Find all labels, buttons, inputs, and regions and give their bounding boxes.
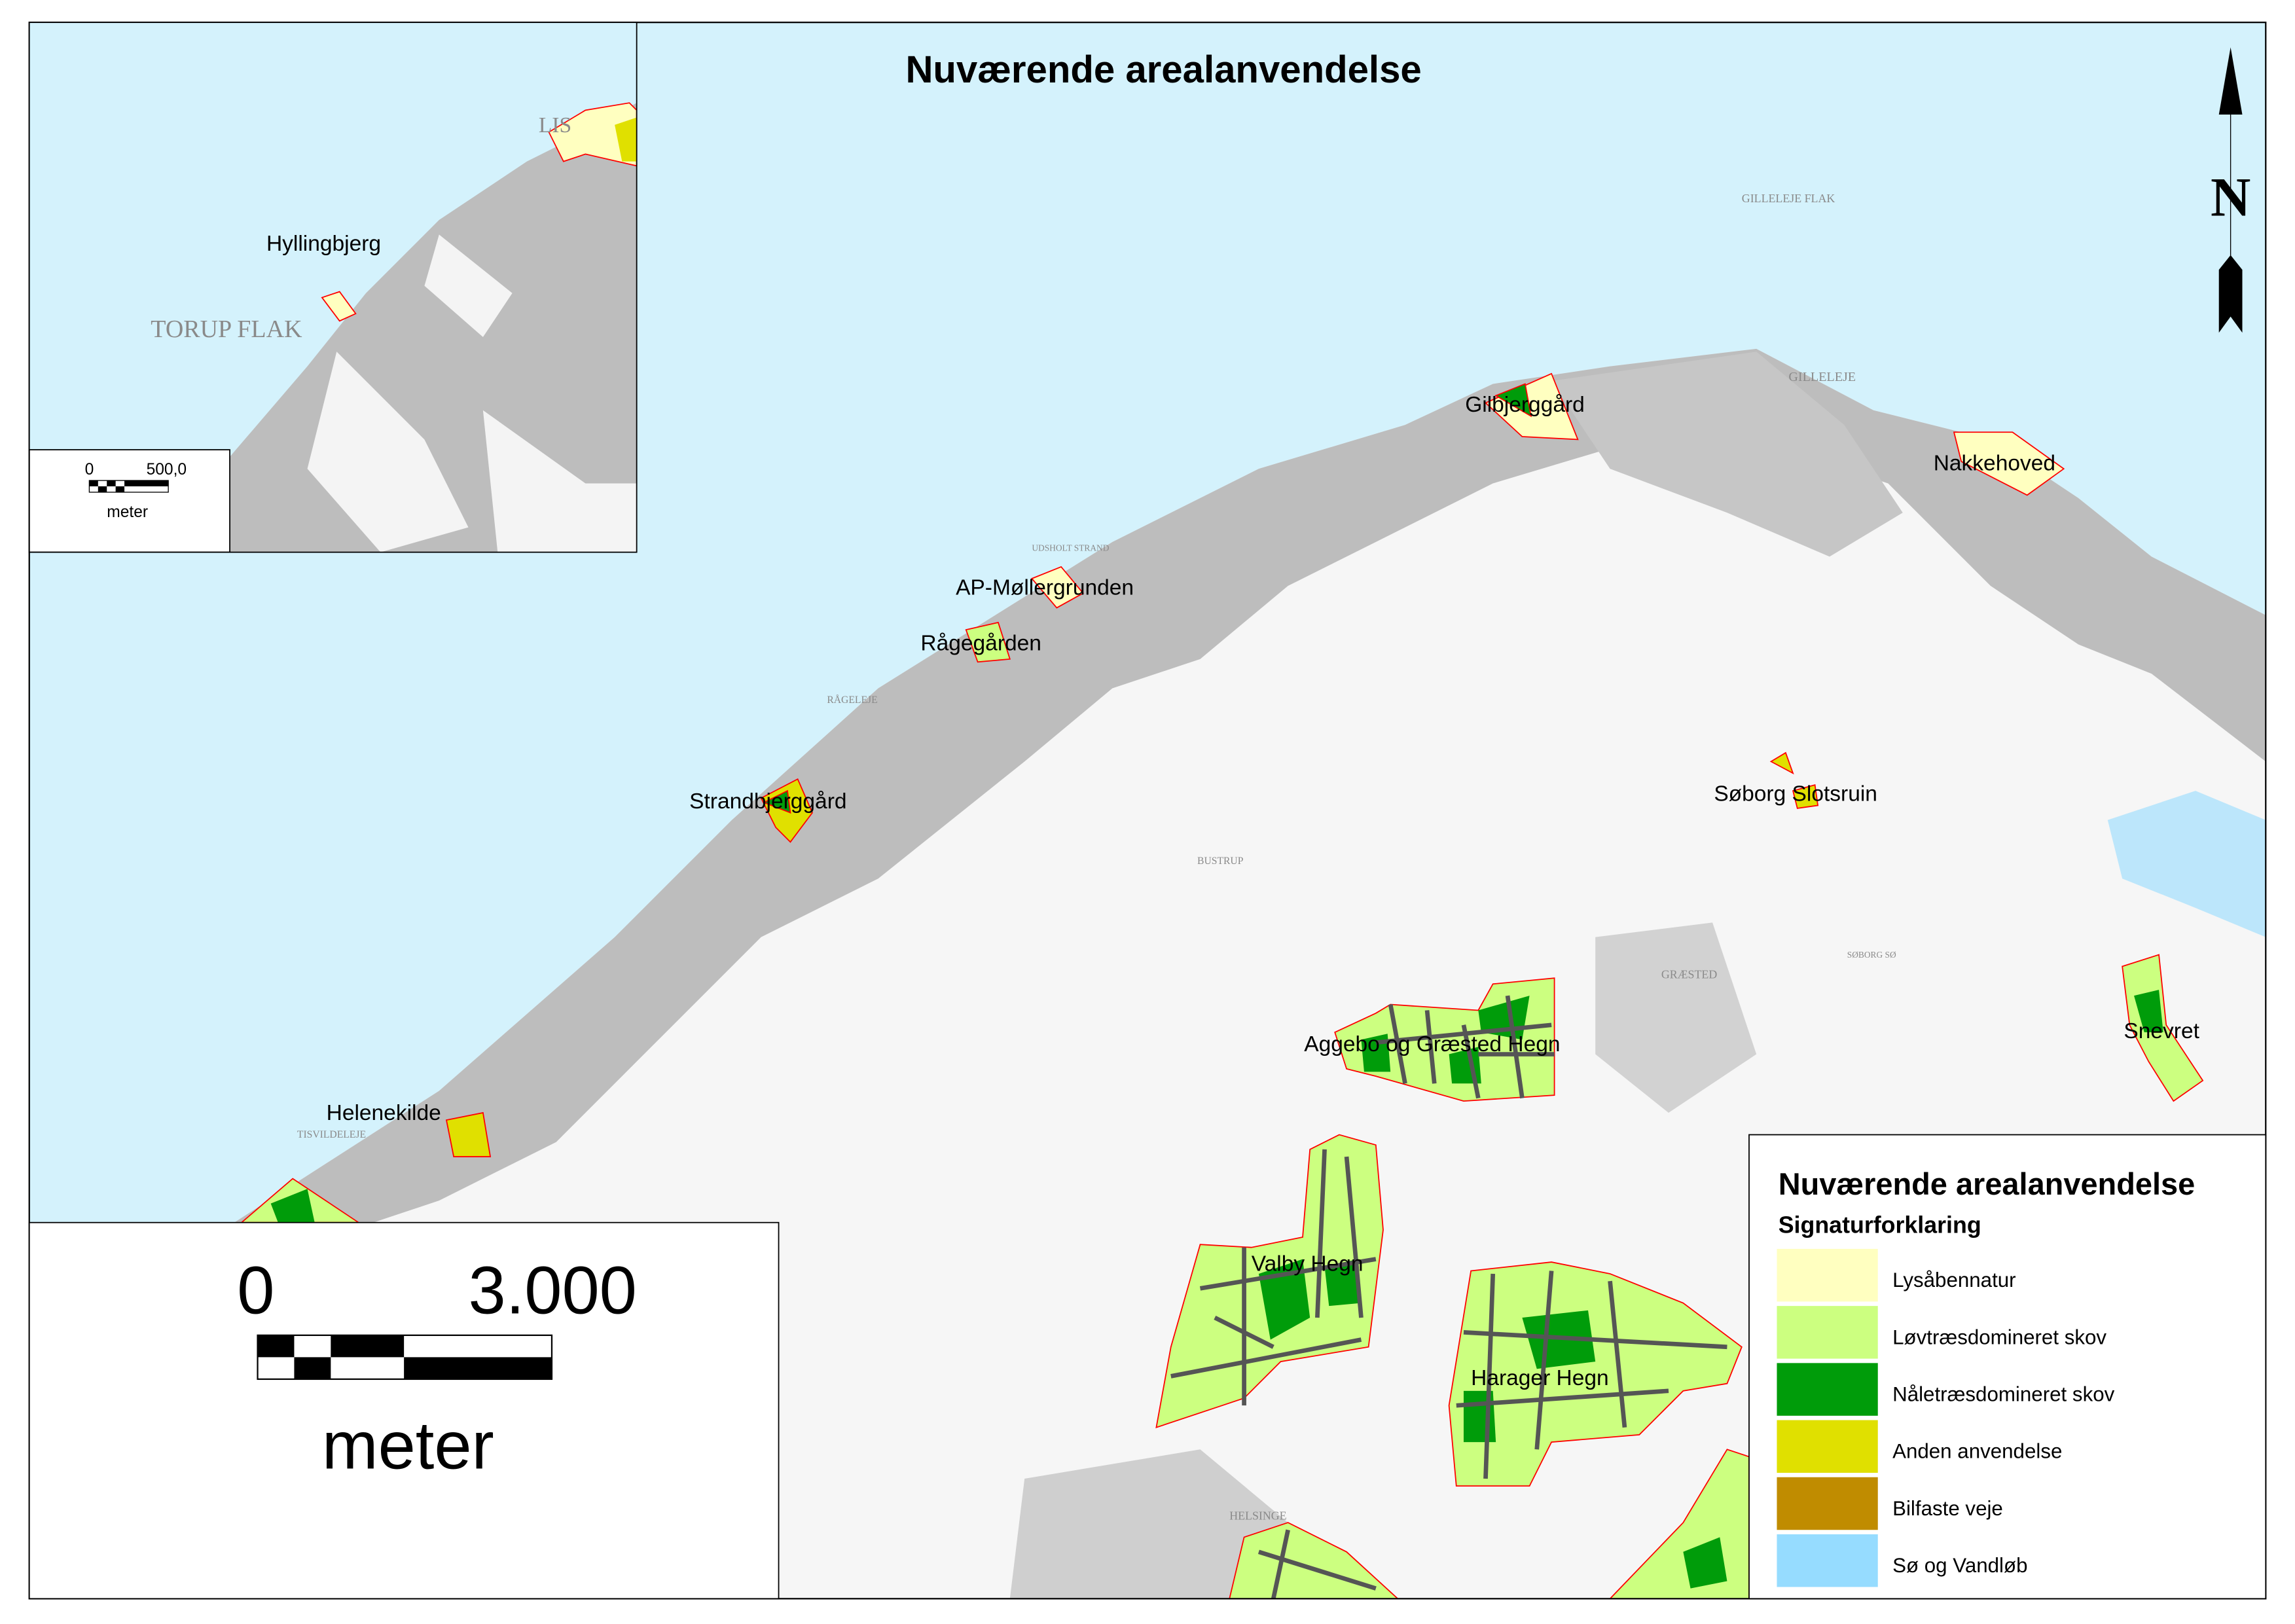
legend-swatch: [1777, 1477, 1878, 1530]
svg-text:GRÆSTED: GRÆSTED: [1661, 967, 1718, 981]
label-strandbjerggard: Strandbjerggård: [689, 789, 846, 814]
map-title: Nuværende arealanvendelse: [905, 48, 1421, 91]
legend-label: Anden anvendelse: [1892, 1440, 2062, 1463]
legend: Nuværende arealanvendelse Signaturforkla…: [1748, 1134, 2267, 1600]
label-valby-hegn: Valby Hegn: [1252, 1252, 1364, 1276]
svg-text:0: 0: [237, 1252, 274, 1327]
legend-label: Sø og Vandløb: [1892, 1554, 2027, 1577]
area-valby-hegn[interactable]: [1155, 1134, 1384, 1429]
north-arrow-head-icon: [2218, 47, 2243, 115]
legend-label: Bilfaste veje: [1892, 1497, 2003, 1520]
area-snevret[interactable]: [2122, 954, 2204, 1102]
svg-text:N: N: [2211, 166, 2250, 228]
inset-map[interactable]: TORUP FLAK LIS Hyllingbjerg 0 500,0 mete…: [28, 22, 638, 553]
area-soborg-slotsruin[interactable]: [1769, 751, 1819, 809]
legend-swatch: [1777, 1248, 1878, 1302]
svg-text:TISVILDELEJE: TISVILDELEJE: [297, 1129, 366, 1140]
svg-text:GILLELEJE FLAK: GILLELEJE FLAK: [1742, 192, 1835, 205]
legend-item: Anden anvendelse: [1777, 1420, 2062, 1473]
legend-label: Nåletræsdomineret skov: [1892, 1382, 2115, 1405]
svg-text:SØBORG SØ: SØBORG SØ: [1847, 950, 1896, 960]
area-helenekilde[interactable]: [445, 1111, 492, 1157]
label-soborg-slotsruin: Søborg Slotsruin: [1714, 782, 1877, 806]
label-harager-hegn: Harager Hegn: [1471, 1366, 1609, 1390]
inset-lis-label: LIS: [539, 113, 571, 137]
area-strandbjerggard[interactable]: [760, 778, 813, 843]
label-ragegarden: Rågegården: [920, 631, 1041, 655]
built-up-gilleleje: [1551, 352, 1903, 557]
inset-area-hyllingbjerg[interactable]: [321, 291, 357, 322]
legend-label: Lysåbennatur: [1892, 1269, 2016, 1291]
background-labels: GILLELEJE GILLELEJE FLAK GRÆSTED HELSING…: [297, 192, 1896, 1522]
north-arrow-tail-icon: [2218, 255, 2243, 333]
legend-swatch: [1777, 1306, 1878, 1359]
inset-scale-bar: 0 500,0 meter: [28, 449, 230, 553]
label-helenekilde: Helenekilde: [327, 1101, 441, 1125]
scale-bar: 0 3.000 meter: [28, 1221, 780, 1600]
label-nakkehoved: Nakkehoved: [1934, 451, 2055, 475]
legend-item: Lysåbennatur: [1777, 1248, 2016, 1302]
legend-swatch: [1777, 1363, 1878, 1416]
area-aggebo-graested-hegn[interactable]: [1334, 977, 1555, 1102]
legend-item: Sø og Vandløb: [1777, 1534, 2028, 1587]
area-gilbjerggard[interactable]: [1484, 372, 1579, 441]
built-up-helsinge: [1009, 1449, 1288, 1599]
legend-item: Nåletræsdomineret skov: [1777, 1363, 2115, 1416]
svg-text:UDSHOLT STRAND: UDSHOLT STRAND: [1032, 543, 1109, 552]
lake: [2107, 791, 2266, 937]
place-labels: Gilbjerggård Nakkehoved AP-Møllergrunden…: [327, 393, 2200, 1390]
svg-text:Nuværende arealanvendelse: Nuværende arealanvendelse: [1779, 1166, 2196, 1201]
label-hyllingbjerg: Hyllingbjerg: [266, 232, 381, 256]
svg-text:HELSINGE: HELSINGE: [1229, 1509, 1286, 1523]
built-up-coast: [234, 348, 2266, 1230]
label-ap-mollergrunden: AP-Møllergrunden: [956, 575, 1134, 600]
legend-item: Løvtræsdomineret skov: [1777, 1306, 2106, 1359]
inset-torup-flak-label: TORUP FLAK: [151, 316, 302, 343]
legend-label: Løvtræsdomineret skov: [1892, 1326, 2106, 1348]
label-snevret: Snevret: [2123, 1019, 2199, 1043]
svg-text:meter: meter: [107, 503, 148, 521]
svg-text:Signaturforklaring: Signaturforklaring: [1779, 1212, 1981, 1238]
area-ragegarden[interactable]: [965, 621, 1011, 663]
svg-text:0: 0: [85, 461, 94, 478]
svg-text:3.000: 3.000: [469, 1252, 637, 1327]
label-gilbjerggard: Gilbjerggård: [1465, 393, 1585, 417]
area-harager-hegn[interactable]: [1448, 1261, 1743, 1487]
svg-text:meter: meter: [322, 1407, 494, 1483]
legend-item: Bilfaste veje: [1777, 1477, 2003, 1530]
built-up-graested: [1595, 922, 1757, 1113]
svg-text:GILLELEJE: GILLELEJE: [1788, 370, 1856, 384]
svg-text:500,0: 500,0: [147, 461, 187, 478]
legend-swatch: [1777, 1420, 1878, 1473]
label-aggebo-graested-hegn: Aggebo og Græsted Hegn: [1304, 1032, 1560, 1056]
area-nakkehoved[interactable]: [1953, 431, 2065, 496]
inset-open-land: [307, 234, 637, 552]
area-ap-mollergrunden[interactable]: [1030, 566, 1084, 609]
legend-swatch: [1777, 1534, 1878, 1587]
svg-text:RÅGELEJE: RÅGELEJE: [827, 694, 877, 706]
svg-text:BUSTRUP: BUSTRUP: [1197, 856, 1244, 867]
north-arrow: N: [2211, 47, 2250, 333]
area-helsinge-south[interactable]: [1229, 1522, 1400, 1600]
